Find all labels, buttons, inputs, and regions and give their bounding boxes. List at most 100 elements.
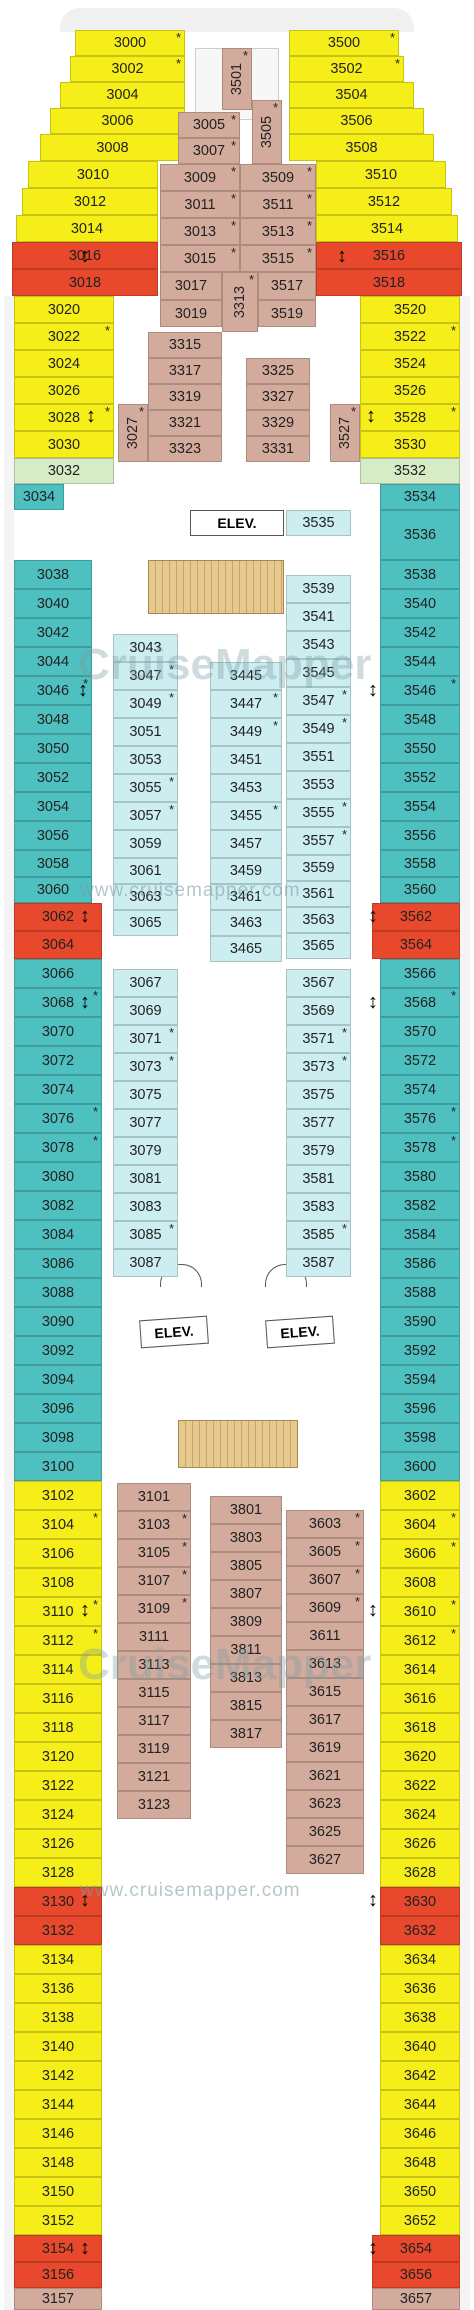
cabin-3566[interactable]: 3566: [380, 959, 460, 988]
cabin-3592[interactable]: 3592: [380, 1336, 460, 1365]
cabin-3104[interactable]: 3104 *: [14, 1510, 102, 1539]
cabin-3020[interactable]: 3020: [14, 296, 114, 323]
cabin-3121[interactable]: 3121: [117, 1763, 191, 1791]
cabin-3815[interactable]: 3815: [210, 1692, 282, 1720]
cabin-3560[interactable]: 3560: [380, 877, 460, 903]
cabin-3587[interactable]: 3587: [286, 1249, 351, 1277]
cabin-3076[interactable]: 3076 *: [14, 1104, 102, 1133]
cabin-3152[interactable]: 3152: [14, 2206, 102, 2235]
cabin-3032[interactable]: 3032: [14, 458, 114, 484]
cabin-3811[interactable]: 3811: [210, 1636, 282, 1664]
cabin-3512[interactable]: 3512: [316, 188, 452, 215]
cabin-3051[interactable]: 3051: [113, 718, 178, 746]
cabin-3140[interactable]: 3140: [14, 2032, 102, 2061]
cabin-3052[interactable]: 3052: [14, 763, 92, 792]
cabin-3128[interactable]: 3128: [14, 1858, 102, 1887]
cabin-3117[interactable]: 3117: [117, 1707, 191, 1735]
cabin-3580[interactable]: 3580: [380, 1162, 460, 1191]
cabin-3553[interactable]: 3553: [286, 771, 351, 799]
cabin-3000[interactable]: 3000 *: [75, 30, 185, 56]
cabin-3803[interactable]: 3803: [210, 1524, 282, 1552]
cabin-3565[interactable]: 3565: [286, 933, 351, 959]
cabin-3075[interactable]: 3075: [113, 1081, 178, 1109]
cabin-3612[interactable]: 3612 *: [380, 1626, 460, 1655]
cabin-3146[interactable]: 3146: [14, 2119, 102, 2148]
cabin-3063[interactable]: 3063: [113, 884, 178, 910]
cabin-3083[interactable]: 3083: [113, 1193, 178, 1221]
cabin-3576[interactable]: 3576 *: [380, 1104, 460, 1133]
cabin-3062[interactable]: 3062: [14, 903, 102, 931]
cabin-3080[interactable]: 3080: [14, 1162, 102, 1191]
cabin-3630[interactable]: 3630: [380, 1887, 460, 1916]
cabin-3445[interactable]: 3445: [210, 662, 282, 690]
cabin-3066[interactable]: 3066: [14, 959, 102, 988]
cabin-3572[interactable]: 3572: [380, 1046, 460, 1075]
cabin-3447[interactable]: 3447 *: [210, 690, 282, 718]
cabin-3317[interactable]: 3317: [148, 358, 222, 384]
cabin-3519[interactable]: 3519: [258, 300, 316, 327]
cabin-3548[interactable]: 3548: [380, 705, 460, 734]
cabin-3047[interactable]: 3047 *: [113, 662, 178, 690]
cabin-3585[interactable]: 3585 *: [286, 1221, 351, 1249]
cabin-3064[interactable]: 3064: [14, 931, 102, 959]
cabin-3124[interactable]: 3124: [14, 1800, 102, 1829]
cabin-3110[interactable]: 3110 *: [14, 1597, 102, 1626]
cabin-3613[interactable]: 3613: [286, 1650, 364, 1678]
cabin-3011[interactable]: 3011 *: [160, 191, 240, 218]
cabin-3582[interactable]: 3582: [380, 1191, 460, 1220]
cabin-3536[interactable]: 3536: [380, 510, 460, 560]
cabin-3077[interactable]: 3077: [113, 1109, 178, 1137]
cabin-3817[interactable]: 3817: [210, 1720, 282, 1748]
cabin-3532[interactable]: 3532: [360, 458, 460, 484]
cabin-3028[interactable]: 3028 *: [14, 404, 114, 431]
cabin-3315[interactable]: 3315: [148, 332, 222, 358]
cabin-3805[interactable]: 3805: [210, 1552, 282, 1580]
cabin-3014[interactable]: 3014: [16, 215, 158, 242]
cabin-3559[interactable]: 3559: [286, 855, 351, 881]
cabin-3547[interactable]: 3547 *: [286, 687, 351, 715]
cabin-3004[interactable]: 3004: [60, 82, 185, 108]
cabin-3331[interactable]: 3331: [246, 436, 310, 462]
cabin-3016[interactable]: 3016: [12, 242, 158, 269]
cabin-3528[interactable]: 3528 *: [360, 404, 460, 431]
cabin-3092[interactable]: 3092: [14, 1336, 102, 1365]
cabin-3620[interactable]: 3620: [380, 1742, 460, 1771]
cabin-3588[interactable]: 3588: [380, 1278, 460, 1307]
cabin-3043[interactable]: 3043: [113, 634, 178, 662]
cabin-3113[interactable]: 3113: [117, 1651, 191, 1679]
cabin-3015[interactable]: 3015 *: [160, 245, 240, 272]
cabin-3617[interactable]: 3617: [286, 1706, 364, 1734]
cabin-3584[interactable]: 3584: [380, 1220, 460, 1249]
cabin-3642[interactable]: 3642: [380, 2061, 460, 2090]
cabin-3621[interactable]: 3621: [286, 1762, 364, 1790]
cabin-3451[interactable]: 3451: [210, 746, 282, 774]
cabin-3656[interactable]: 3656: [372, 2262, 460, 2288]
cabin-3567[interactable]: 3567: [286, 969, 351, 997]
cabin-3038[interactable]: 3038: [14, 560, 92, 589]
cabin-3084[interactable]: 3084: [14, 1220, 102, 1249]
cabin-3086[interactable]: 3086: [14, 1249, 102, 1278]
cabin-3060[interactable]: 3060: [14, 877, 92, 903]
cabin-3009[interactable]: 3009 *: [160, 164, 240, 191]
cabin-3094[interactable]: 3094: [14, 1365, 102, 1394]
cabin-3598[interactable]: 3598: [380, 1423, 460, 1452]
cabin-3112[interactable]: 3112 *: [14, 1626, 102, 1655]
cabin-3081[interactable]: 3081: [113, 1165, 178, 1193]
cabin-3327[interactable]: 3327: [246, 384, 310, 410]
cabin-3005[interactable]: 3005 *: [178, 112, 240, 138]
cabin-3504[interactable]: 3504: [289, 82, 414, 108]
cabin-3549[interactable]: 3549 *: [286, 715, 351, 743]
cabin-3100[interactable]: 3100: [14, 1452, 102, 1481]
cabin-3648[interactable]: 3648: [380, 2148, 460, 2177]
cabin-3010[interactable]: 3010: [28, 161, 158, 188]
cabin-3530[interactable]: 3530: [360, 431, 460, 458]
cabin-3453[interactable]: 3453: [210, 774, 282, 802]
cabin-3555[interactable]: 3555 *: [286, 799, 351, 827]
cabin-3578[interactable]: 3578 *: [380, 1133, 460, 1162]
cabin-3542[interactable]: 3542: [380, 618, 460, 647]
cabin-3652[interactable]: 3652: [380, 2206, 460, 2235]
cabin-3607[interactable]: 3607 *: [286, 1566, 364, 1594]
cabin-3042[interactable]: 3042: [14, 618, 92, 647]
cabin-3556[interactable]: 3556: [380, 821, 460, 850]
cabin-3122[interactable]: 3122: [14, 1771, 102, 1800]
